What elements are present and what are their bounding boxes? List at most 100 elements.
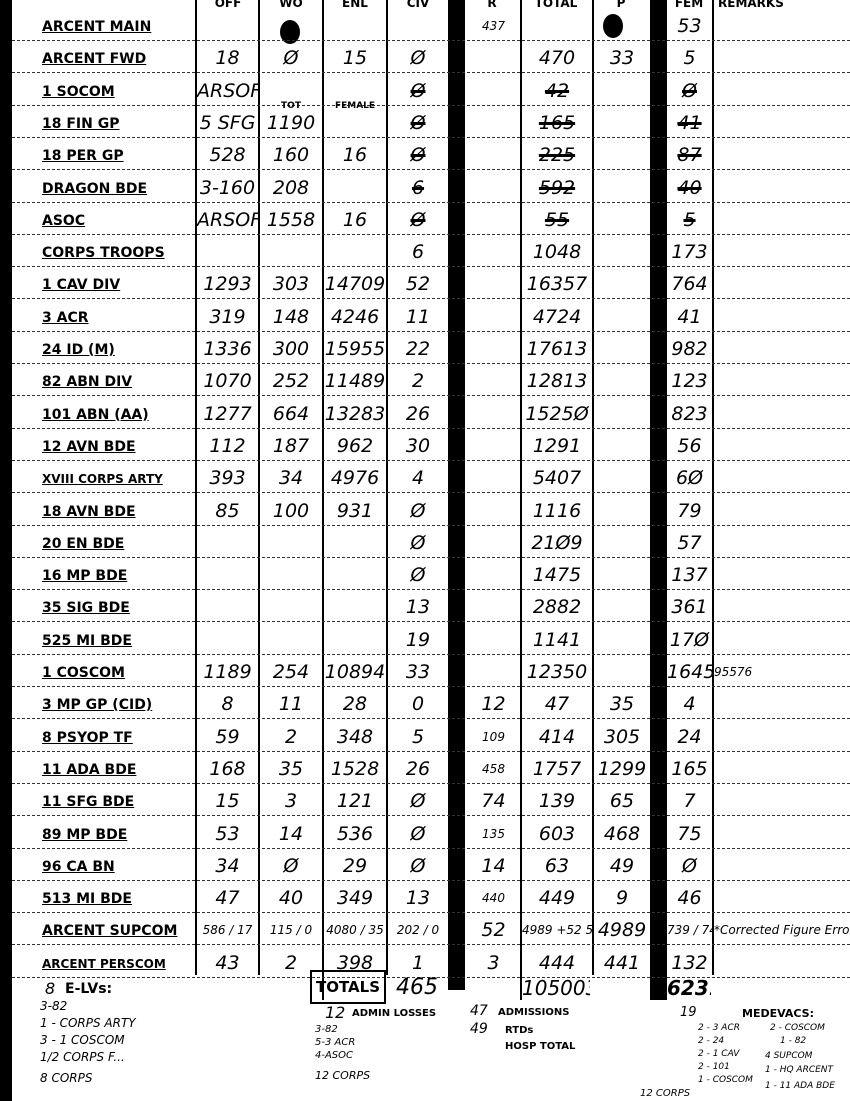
cell-wo: 208: [272, 176, 310, 199]
cell-p: [594, 654, 650, 686]
cell-r: [467, 622, 520, 654]
cell-fem: 173: [671, 241, 708, 264]
unit-label: 12 AVN BDE: [42, 438, 136, 455]
cell-total: 1116: [532, 499, 582, 522]
cell-fem: 361: [671, 596, 708, 619]
cell-remarks: 95576: [714, 665, 753, 679]
cell-wo: 2: [284, 951, 298, 974]
cell-enl: 962: [336, 434, 374, 457]
unit-label: ARCENT PERSCOM: [42, 956, 166, 971]
medevac-line: 2 - 3 ACR: [698, 1023, 740, 1033]
table-row: ARCENT PERSCOM 43 2 398 1 3 444 441 132: [12, 945, 850, 978]
cell-fem: Ø: [682, 79, 697, 102]
header-r: R: [487, 0, 497, 10]
cell-fem: 739 / 749: [667, 923, 712, 938]
medevac-line: 1 - HQ ARCENT: [765, 1065, 834, 1075]
table-row: 11 SFG BDE 15 3 121 Ø 74 139 65 7: [12, 783, 850, 817]
cell-total: 4724: [532, 305, 582, 328]
punch-hole: [280, 20, 300, 44]
cell-r: [467, 460, 520, 492]
cell-enl: 536: [336, 822, 374, 845]
cell-enl: [324, 622, 386, 654]
cell-p: [594, 299, 650, 331]
header-p: P: [616, 0, 626, 10]
cell-off: 168: [209, 757, 246, 780]
cell-civ: Ø: [410, 208, 426, 231]
cell-wo: 1558: [266, 208, 316, 231]
cell-r: 3: [487, 951, 500, 974]
cell-fem: 75: [677, 822, 702, 845]
cell-p: 1299: [597, 757, 647, 780]
cell-p: [594, 8, 650, 40]
cell-wo: 11: [278, 693, 304, 716]
cell-civ: Ø: [410, 47, 426, 70]
column-divider-bar: [448, 0, 465, 990]
cell-wo: 14: [278, 822, 304, 845]
cell-p: [594, 363, 650, 395]
cell-off: 85: [215, 499, 240, 522]
cell-enl: 1528: [330, 757, 380, 780]
cell-r: [467, 525, 520, 557]
cell-enl: 29: [342, 854, 368, 877]
cell-fem: 764: [671, 273, 708, 296]
table-row: 20 EN BDE Ø 21Ø9 57: [12, 525, 850, 558]
cell-total: 42: [544, 79, 570, 102]
unit-label: XVIII CORPS ARTY: [42, 472, 163, 487]
cell-p: [594, 137, 650, 169]
cell-enl: [324, 170, 386, 202]
cell-off: 1277: [203, 402, 252, 425]
totals-label: TOTALS: [310, 970, 386, 1004]
cell-civ: Ø: [410, 822, 426, 845]
cell-p: 4989: [597, 919, 647, 942]
cell-remarks: [714, 493, 850, 525]
cell-r: 12: [481, 693, 506, 716]
cell-civ: Ø: [410, 854, 426, 877]
cell-p: 49: [609, 854, 635, 877]
cell-civ: 52: [405, 273, 431, 296]
cell-off: 43: [215, 951, 240, 974]
header-remarks: REMARKS: [718, 0, 784, 10]
cell-r: [467, 557, 520, 589]
table-row: 12 AVN BDE 112 187 962 30 1291 56: [12, 428, 850, 461]
cell-r: 135: [482, 826, 505, 841]
cell-remarks: [714, 363, 850, 395]
cell-civ: 13: [405, 596, 431, 619]
table-row: 18 AVN BDE 85 100 931 Ø 1116 79: [12, 493, 850, 526]
cell-total: 17613: [526, 338, 588, 360]
unit-label: 16 MP BDE: [42, 568, 128, 585]
cell-fem: 56: [677, 434, 702, 457]
cell-fem: 79: [677, 499, 702, 522]
header-enl: ENL: [342, 0, 368, 10]
cell-wo: 1190: [266, 111, 316, 134]
cell-p: [594, 525, 650, 557]
cell-fem: 57: [677, 531, 702, 554]
cell-p: 305: [603, 725, 641, 748]
cell-enl: [324, 73, 386, 105]
header-wo: WO: [279, 0, 303, 10]
elvs-line: 8 CORPS: [40, 1071, 93, 1085]
cell-off: 393: [209, 467, 246, 490]
punch-hole: [603, 14, 623, 38]
unit-label: 101 ABN (AA): [42, 406, 149, 423]
cell-fem: 137: [671, 564, 708, 587]
cell-civ: 0: [411, 693, 425, 716]
cell-total: 1475: [532, 564, 582, 587]
cell-fem: 5: [683, 208, 696, 231]
cell-wo: [260, 589, 322, 621]
cell-p: 441: [603, 951, 641, 974]
unit-label: 18 FIN GP: [42, 115, 120, 132]
header-civ: CIV: [406, 0, 430, 10]
cell-remarks: [714, 170, 850, 202]
medevac-line: 2 - 101: [698, 1062, 730, 1072]
elvs-line: 1/2 CORPS F...: [40, 1050, 125, 1064]
admissions-label: ADMISSIONS: [498, 1007, 570, 1018]
table-row: ARCENT MAIN 437 53: [12, 8, 850, 41]
cell-fem: 1645: [667, 661, 712, 683]
cell-civ: 33: [405, 661, 431, 683]
table-row: 24 ID (M) 1336 300 15955 22 17613 982: [12, 331, 850, 364]
grid-line: [322, 0, 324, 1000]
cell-wo: [260, 73, 322, 105]
cell-remarks: [714, 751, 850, 783]
unit-label: 18 AVN BDE: [42, 503, 136, 520]
